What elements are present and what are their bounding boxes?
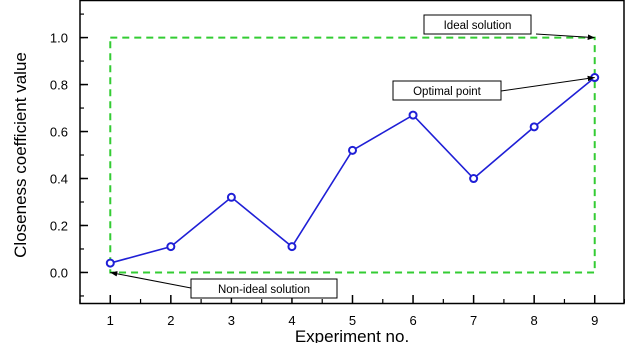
x-tick-label: 6: [409, 313, 416, 328]
x-tick-label: 2: [167, 313, 174, 328]
y-tick-label: 1.0: [50, 31, 68, 46]
x-tick-label: 7: [470, 313, 477, 328]
x-tick-label: 1: [107, 313, 114, 328]
annotation-box: [423, 14, 532, 35]
annotation-arrow: [535, 33, 595, 40]
annotation-box: [190, 278, 338, 299]
y-tick-label: 0.6: [50, 125, 68, 140]
y-tick-label: 0.8: [50, 78, 68, 93]
x-axis: 1 2 3 4 5 6 7 8 9: [79, 295, 625, 328]
data-point: [529, 122, 539, 132]
data-point: [287, 242, 297, 252]
x-tick-label: 3: [228, 313, 235, 328]
annotation-arrow: [500, 75, 595, 92]
plot-border: [79, 0, 625, 305]
y-tick-label: 0.2: [50, 218, 68, 233]
y-axis-title: Closeness coefficient value: [11, 52, 30, 258]
series-line: [110, 76, 596, 264]
annotation-arrow: [110, 271, 192, 289]
y-tick-label: 0.0: [50, 265, 68, 280]
ideal-solution-box: [109, 36, 596, 274]
data-point: [105, 258, 115, 268]
plot-frame: [79, 0, 625, 305]
y-tick-label: 0.4: [50, 172, 68, 187]
data-point: [408, 110, 418, 120]
data-point: [469, 174, 479, 184]
data-point: [348, 145, 357, 155]
data-point: [166, 242, 176, 252]
annotation: Ideal solution: [423, 14, 595, 40]
x-axis-title: Experiment no.: [295, 327, 409, 343]
annotation: Non-ideal solution: [110, 271, 338, 299]
y-axis: 0.0 0.2 0.4 0.6 0.8 1.0: [50, 13, 88, 297]
annotation-label: Non-ideal solution: [218, 284, 310, 296]
x-tick-label: 8: [531, 313, 538, 328]
annotation-box: [392, 80, 502, 101]
annotation-label: Optimal point: [413, 86, 482, 98]
data-point: [226, 192, 236, 202]
ideal-box-rect: [109, 36, 596, 274]
x-tick-label: 9: [591, 313, 598, 328]
annotation-layer: Ideal solution Optimal point Non-ideal sol…: [110, 14, 595, 299]
annotation: Optimal point: [392, 75, 595, 101]
annotation-label: Ideal solution: [444, 20, 512, 32]
series-layer: [105, 73, 600, 268]
x-tick-label: 5: [349, 313, 356, 328]
x-tick-label: 4: [288, 313, 295, 328]
